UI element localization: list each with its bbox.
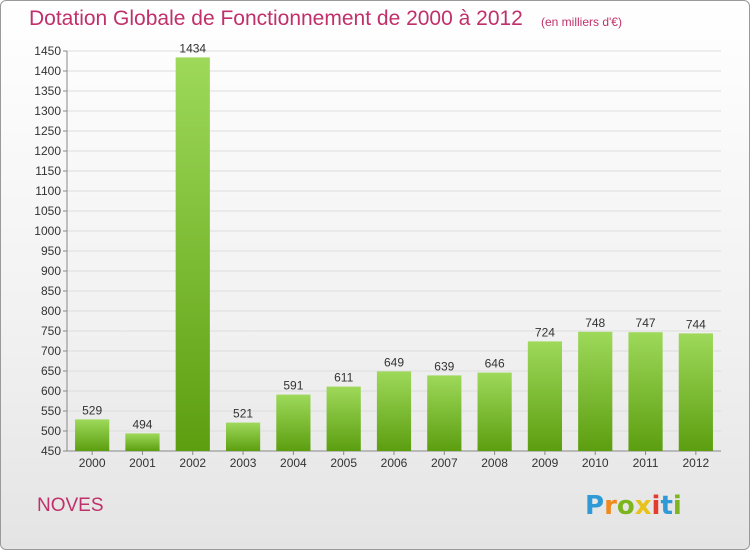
chart-title: Dotation Globale de Fonctionnement de 20… bbox=[29, 7, 523, 30]
y-tick-label: 450 bbox=[41, 444, 61, 458]
bar-value-label: 744 bbox=[686, 317, 706, 331]
x-tick-label: 2004 bbox=[280, 456, 307, 470]
bar bbox=[125, 433, 160, 451]
y-tick-label: 1450 bbox=[34, 44, 61, 58]
bar bbox=[628, 332, 663, 451]
x-tick-label: 2010 bbox=[582, 456, 609, 470]
bar-value-label: 1434 bbox=[179, 41, 206, 55]
y-tick-label: 1400 bbox=[34, 64, 61, 78]
bar-value-label: 724 bbox=[535, 325, 555, 339]
x-tick-label: 2011 bbox=[633, 456, 659, 470]
bar bbox=[326, 386, 361, 451]
bar bbox=[75, 419, 110, 451]
y-tick-label: 1300 bbox=[34, 104, 61, 118]
bar bbox=[678, 333, 713, 451]
bar-value-label: 646 bbox=[485, 357, 505, 371]
bar-value-label: 591 bbox=[283, 379, 303, 393]
logo-letter: t bbox=[660, 491, 673, 521]
bar-value-label: 521 bbox=[233, 407, 253, 421]
labels: 450 500 550 600 650 700 750 800 850 900 950 1000 105… bbox=[34, 41, 709, 470]
bar bbox=[175, 57, 210, 452]
x-tick-label: 2000 bbox=[79, 456, 106, 470]
y-tick-label: 950 bbox=[41, 244, 61, 258]
logo-letter: x bbox=[634, 491, 652, 521]
x-tick-label: 2009 bbox=[532, 456, 559, 470]
y-tick-label: 800 bbox=[41, 304, 61, 318]
bar-value-label: 747 bbox=[636, 316, 656, 330]
y-tick-label: 500 bbox=[41, 424, 61, 438]
y-tick-label: 1050 bbox=[34, 204, 61, 218]
bar-value-label: 748 bbox=[585, 316, 605, 330]
x-tick-label: 2007 bbox=[431, 456, 458, 470]
y-tick-label: 1000 bbox=[34, 224, 61, 238]
y-tick-label: 900 bbox=[41, 264, 61, 278]
x-tick-label: 2008 bbox=[481, 456, 508, 470]
bar bbox=[477, 372, 512, 451]
logo-letter: i bbox=[651, 491, 661, 521]
city-name: NOVES bbox=[37, 495, 104, 516]
y-tick-label: 600 bbox=[41, 384, 61, 398]
logo-letter: o bbox=[616, 491, 635, 521]
y-tick-label: 650 bbox=[41, 364, 61, 378]
y-tick-label: 1250 bbox=[34, 124, 61, 138]
bar bbox=[225, 422, 261, 451]
bar bbox=[578, 331, 613, 451]
logo-letter: i bbox=[672, 491, 682, 521]
bar-value-label: 494 bbox=[132, 417, 152, 431]
bar-value-label: 611 bbox=[334, 371, 353, 385]
x-tick-label: 2003 bbox=[230, 456, 257, 470]
y-tick-label: 1350 bbox=[34, 84, 61, 98]
y-tick-label: 1100 bbox=[35, 184, 61, 198]
logo-letter: P bbox=[585, 491, 605, 521]
logo-letter: r bbox=[604, 491, 617, 521]
bar bbox=[527, 341, 563, 451]
x-tick-label: 2002 bbox=[179, 456, 206, 470]
x-tick-label: 2005 bbox=[330, 456, 357, 470]
bar bbox=[427, 375, 462, 451]
bar bbox=[276, 394, 311, 451]
bar-value-label: 639 bbox=[434, 359, 454, 373]
y-tick-label: 750 bbox=[41, 324, 61, 338]
x-tick-label: 2012 bbox=[682, 456, 709, 470]
bar-value-label: 529 bbox=[82, 403, 102, 417]
chart-subtitle: (en milliers d'€) bbox=[541, 15, 622, 29]
y-tick-label: 1150 bbox=[35, 164, 61, 178]
x-tick-label: 2006 bbox=[381, 456, 408, 470]
y-tick-label: 550 bbox=[41, 404, 61, 418]
y-tick-label: 850 bbox=[41, 284, 61, 298]
proxiti-logo: Proxiti bbox=[585, 491, 682, 521]
y-tick-label: 700 bbox=[41, 344, 61, 358]
bar-value-label: 649 bbox=[384, 355, 404, 369]
bar bbox=[376, 371, 412, 451]
x-tick-label: 2001 bbox=[129, 456, 156, 470]
y-tick-label: 1200 bbox=[34, 144, 61, 158]
bars bbox=[75, 57, 713, 452]
